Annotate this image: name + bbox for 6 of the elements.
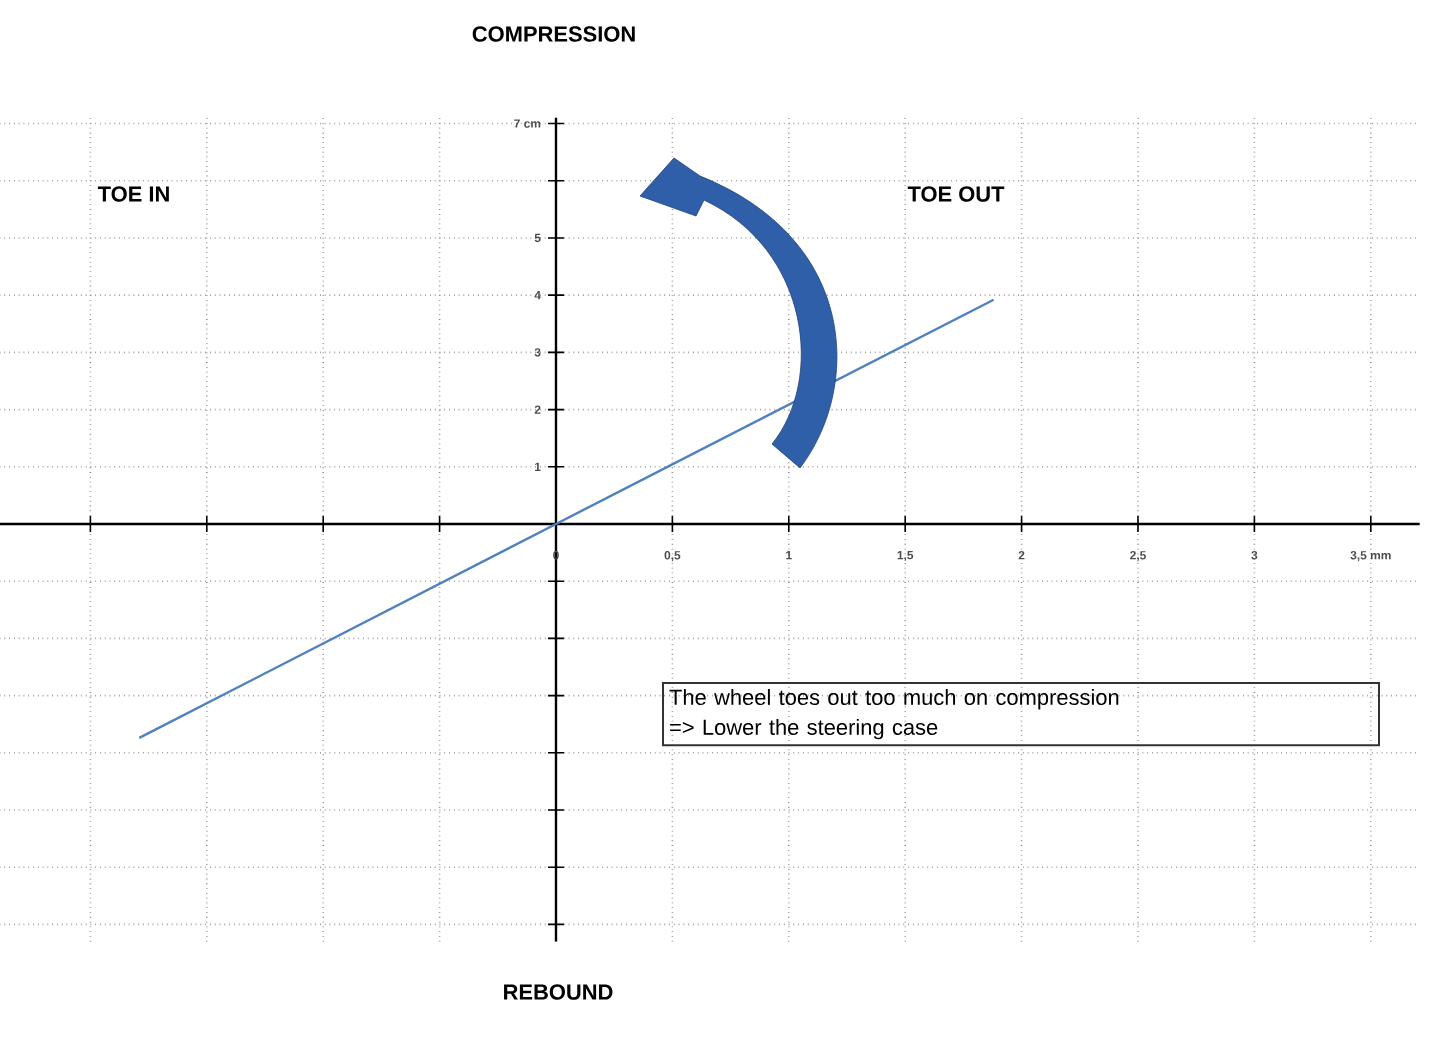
annotation: TOE IN bbox=[97, 186, 169, 202]
text: COMPRESSION bbox=[472, 26, 635, 42]
annotation: The wheel toes out too much on compression bbox=[669, 689, 1119, 710]
annotation: => Lower the steering case bbox=[670, 718, 938, 740]
text: REBOUND bbox=[504, 984, 613, 1000]
annotation: TOE OUT bbox=[907, 186, 1005, 202]
